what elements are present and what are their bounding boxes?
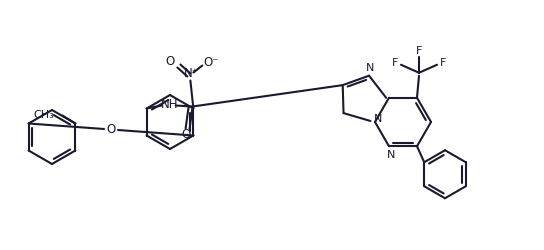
Text: N: N — [387, 150, 395, 160]
Text: O⁻: O⁻ — [203, 56, 219, 69]
Text: N: N — [366, 63, 374, 73]
Text: O: O — [181, 128, 190, 141]
Text: F: F — [416, 46, 422, 56]
Text: O: O — [107, 123, 116, 136]
Text: NH: NH — [161, 98, 178, 111]
Text: F: F — [392, 58, 398, 68]
Text: CH₃: CH₃ — [34, 110, 54, 120]
Text: F: F — [440, 58, 446, 68]
Text: N: N — [374, 114, 382, 124]
Text: N⁺: N⁺ — [184, 67, 199, 80]
Text: O: O — [166, 55, 175, 68]
